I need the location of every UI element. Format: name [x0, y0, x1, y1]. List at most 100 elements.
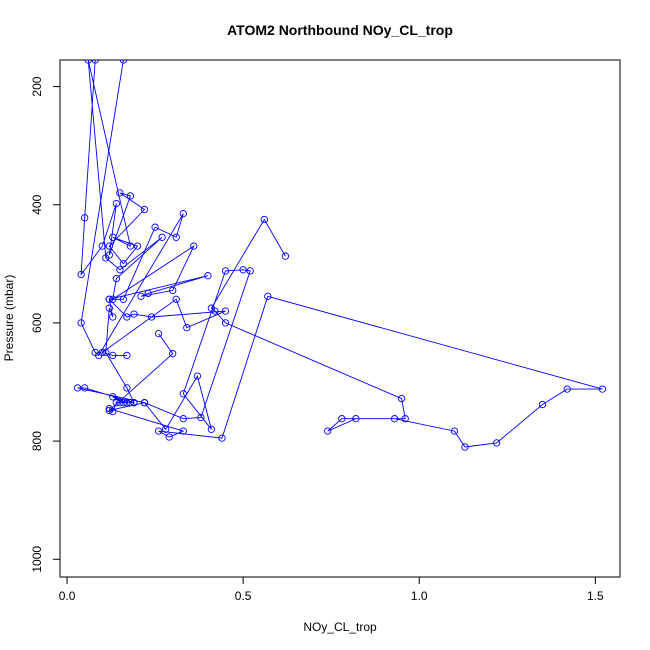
data-point: [126, 192, 135, 200]
series-2: [73, 60, 254, 433]
data-point: [109, 313, 117, 321]
data-point: [119, 60, 128, 64]
data-point: [77, 319, 85, 327]
data-point: [239, 266, 247, 274]
data-point: [105, 242, 113, 250]
data-point: [109, 393, 117, 401]
data-point: [172, 233, 180, 241]
data-point: [144, 289, 152, 298]
data-point: [123, 384, 131, 392]
data-point: [95, 351, 103, 360]
data-point: [116, 399, 124, 407]
data-point: [140, 399, 149, 407]
data-point: [119, 260, 128, 268]
data-point: [123, 351, 131, 360]
y-tick-label: 200: [30, 76, 44, 96]
data-point: [221, 267, 230, 275]
x-tick-label: 1.5: [587, 589, 604, 603]
data-point: [119, 399, 128, 407]
data-point: [183, 324, 191, 332]
data-point: [102, 348, 110, 357]
data-point: [179, 415, 187, 423]
data-point: [218, 434, 226, 442]
data-point: [197, 413, 205, 422]
data-point: [221, 319, 230, 327]
data-point: [204, 272, 212, 280]
data-point: [81, 384, 89, 392]
data-point: [112, 199, 121, 208]
data-point: [123, 399, 131, 407]
data-point: [193, 372, 202, 380]
data-point: [169, 350, 177, 358]
data-point: [598, 385, 607, 393]
data-point: [105, 295, 113, 303]
data-point: [179, 427, 187, 435]
data-point: [105, 304, 113, 312]
data-point: [151, 223, 159, 231]
data-point: [84, 60, 92, 64]
data-point: [397, 394, 406, 403]
data-point: [98, 242, 106, 250]
data-point: [126, 399, 135, 407]
data-point: [137, 292, 145, 300]
data-point: [538, 400, 547, 409]
data-point: [169, 286, 177, 295]
data-point: [154, 329, 163, 338]
data-point: [158, 233, 166, 241]
data-point: [172, 295, 180, 303]
data-point: [165, 433, 173, 441]
data-point: [130, 399, 138, 407]
data-point: [211, 307, 219, 315]
data-point: [116, 189, 124, 197]
data-point: [264, 292, 272, 300]
data-point: [207, 425, 216, 433]
y-axis-label: Pressure (mbar): [2, 275, 16, 362]
x-tick-label: 0.5: [235, 589, 252, 603]
data-point: [91, 60, 99, 64]
data-point: [112, 399, 121, 407]
data-point: [133, 242, 142, 250]
data-point: [109, 407, 117, 416]
data-point: [246, 267, 254, 275]
data-point: [102, 254, 110, 262]
data-point: [324, 427, 332, 435]
data-point: [450, 427, 459, 435]
data-point: [126, 242, 135, 250]
data-point: [179, 390, 187, 398]
data-point: [140, 205, 149, 214]
data-point: [109, 351, 117, 360]
data-point: [154, 427, 163, 435]
data-point: [112, 274, 121, 283]
data-point: [493, 439, 501, 447]
series-line: [109, 218, 603, 448]
data-point: [563, 385, 571, 393]
data-point: [116, 266, 124, 274]
data-point: [130, 310, 138, 318]
data-point: [73, 384, 82, 392]
y-axis: 200 400 600 800 1000: [30, 76, 61, 573]
series-line: [80, 60, 226, 356]
data-point: [179, 209, 187, 218]
data-point: [105, 406, 113, 415]
data-point: [221, 307, 230, 315]
data-point: [77, 270, 85, 279]
data-point: [147, 313, 156, 321]
x-tick-label: 0.0: [59, 589, 76, 603]
series-line: [77, 60, 251, 431]
data-point: [352, 415, 360, 423]
series-3: [105, 215, 607, 451]
y-tick-label: 400: [30, 194, 44, 214]
data-point: [281, 252, 290, 260]
chart-title: ATOM2 Northbound NOy_CL_trop: [227, 22, 453, 38]
data-point: [401, 415, 409, 423]
data-point: [109, 233, 117, 241]
data-point: [260, 215, 268, 224]
data-point: [81, 214, 89, 222]
y-tick-label: 600: [30, 313, 44, 333]
plot-area-frame: [59, 59, 621, 578]
x-tick-label: 1.0: [411, 589, 428, 603]
data-point: [123, 313, 131, 321]
data-point: [461, 443, 469, 451]
data-layer: [73, 60, 607, 451]
